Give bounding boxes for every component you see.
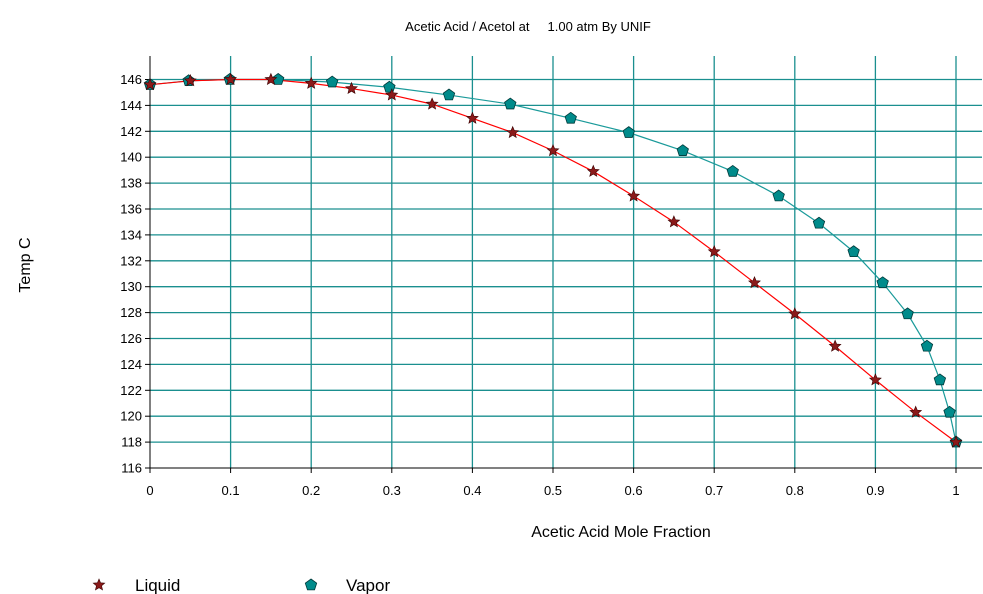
liquid-point (627, 189, 641, 202)
liquid-point (788, 307, 802, 320)
liquid-point (345, 81, 358, 95)
vapor-point (901, 307, 914, 320)
vapor-point (812, 216, 826, 229)
x-tick-label: 0.6 (625, 483, 643, 498)
vapor-point (442, 88, 456, 101)
liquid-point (546, 143, 560, 157)
vapor-point (271, 73, 285, 85)
y-tick-label: 146 (120, 72, 142, 87)
liquid-point (506, 125, 520, 139)
liquid-point (586, 164, 600, 177)
x-tick-label: 0.3 (383, 483, 401, 498)
liquid-point (385, 88, 399, 101)
y-tick-label: 144 (120, 98, 142, 113)
vapor-point (676, 144, 689, 156)
x-tick-label: 1 (952, 483, 959, 498)
liquid-point (264, 72, 278, 85)
liquid-point (465, 111, 479, 124)
vapor-point (504, 97, 517, 110)
y-tick-label: 116 (121, 461, 142, 476)
x-tick-label: 0 (146, 483, 153, 498)
y-tick-label: 126 (120, 331, 142, 346)
legend-vapor-marker (304, 578, 318, 591)
x-axis-ticks: 0 0.1 0.2 0.3 0.4 0.5 0.6 0.7 0.8 0.9 1 (146, 468, 960, 498)
x-tick-label: 0.1 (222, 483, 240, 498)
axes (149, 56, 982, 469)
vapor-point (726, 164, 739, 177)
vapor-point (920, 339, 934, 352)
y-tick-label: 134 (120, 227, 142, 242)
x-tick-label: 0.7 (705, 483, 723, 498)
liquid-point (828, 339, 842, 352)
y-tick-label: 118 (121, 435, 142, 450)
liquid-point (224, 72, 238, 85)
y-axis-ticks: 116 118 120 122 124 126 128 130 132 134 136 138 140 1… (120, 72, 150, 476)
y-axis-label: Temp C (17, 237, 34, 292)
vapor-point (325, 75, 339, 88)
vapor-point (772, 189, 785, 202)
y-tick-label: 120 (120, 409, 142, 424)
series-markers (143, 72, 963, 448)
x-tick-label: 0.4 (463, 483, 481, 498)
y-tick-label: 142 (120, 124, 142, 139)
x-tick-label: 0.8 (786, 483, 804, 498)
legend-liquid-marker (92, 578, 106, 591)
liquid-point (425, 97, 439, 110)
liquid-point (143, 77, 157, 91)
x-tick-label: 0.5 (544, 483, 562, 498)
y-tick-label: 130 (120, 279, 142, 294)
liquid-point (909, 405, 923, 418)
y-tick-label: 136 (120, 202, 142, 217)
y-tick-label: 132 (120, 253, 142, 268)
legend: Liquid Vapor (92, 576, 390, 594)
plot-area: 0 0.1 0.2 0.3 0.4 0.5 0.6 0.7 0.8 0.9 1 1161181201… (120, 56, 982, 498)
y-tick-label: 122 (120, 383, 142, 398)
y-tick-label: 124 (120, 357, 142, 372)
liquid-point (304, 76, 318, 89)
vapor-point (847, 245, 860, 257)
x-tick-label: 0.9 (866, 483, 884, 498)
liquid-point (949, 435, 963, 448)
liquid-point (868, 373, 882, 386)
liquid-point (183, 74, 197, 87)
legend-vapor-label: Vapor (346, 576, 390, 594)
y-tick-label: 138 (120, 176, 142, 191)
vapor-point (933, 373, 947, 386)
plot-background (150, 56, 982, 468)
legend-liquid-label: Liquid (135, 576, 180, 594)
chart-title: Acetic Acid / Acetol at 1.00 atm By UNIF (405, 19, 651, 34)
vapor-point (943, 405, 956, 418)
vapor-point (622, 126, 635, 138)
liquid-point (748, 276, 761, 289)
vapor-point (876, 276, 889, 289)
y-tick-label: 128 (120, 305, 142, 320)
y-tick-label: 140 (120, 150, 142, 165)
vapor-point (564, 111, 577, 124)
x-tick-label: 0.2 (302, 483, 320, 498)
liquid-point (667, 215, 681, 228)
x-axis-label: Acetic Acid Mole Fraction (531, 524, 711, 541)
liquid-point (707, 244, 721, 258)
